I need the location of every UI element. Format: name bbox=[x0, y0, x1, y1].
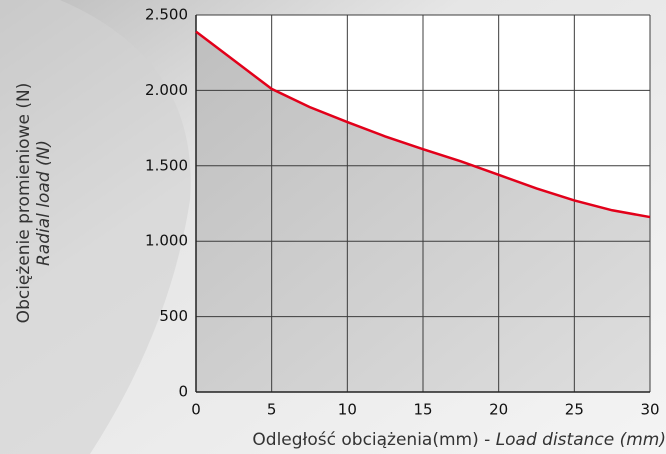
y-tick-label: 0 bbox=[178, 383, 188, 401]
chart: Obciężenie promieniowe (N) Radial load (… bbox=[0, 0, 666, 454]
y-tick-label: 500 bbox=[159, 307, 188, 325]
x-axis-label-en: Load distance (mm) bbox=[496, 430, 666, 450]
x-tick-label: 10 bbox=[338, 401, 357, 419]
x-tick-label: 20 bbox=[489, 401, 508, 419]
x-axis-label-pl: Odległość obciążenia(mm) - bbox=[252, 430, 490, 450]
x-tick-label: 0 bbox=[191, 401, 201, 419]
x-tick-label: 5 bbox=[267, 401, 277, 419]
x-tick-label: 30 bbox=[640, 401, 659, 419]
x-tick-label: 15 bbox=[413, 401, 432, 419]
y-axis-label-en: Radial load (N) bbox=[34, 140, 54, 266]
y-tick-label: 1.000 bbox=[145, 232, 188, 250]
y-tick-label: 1.500 bbox=[145, 156, 188, 174]
y-tick-label: 2.500 bbox=[145, 6, 188, 24]
y-tick-label: 2.000 bbox=[145, 81, 188, 99]
x-tick-label: 25 bbox=[565, 401, 584, 419]
y-axis-label: Obciężenie promieniowe (N) bbox=[14, 83, 34, 324]
x-axis-label: Odległość obciążenia(mm) - Load distance… bbox=[252, 430, 666, 450]
